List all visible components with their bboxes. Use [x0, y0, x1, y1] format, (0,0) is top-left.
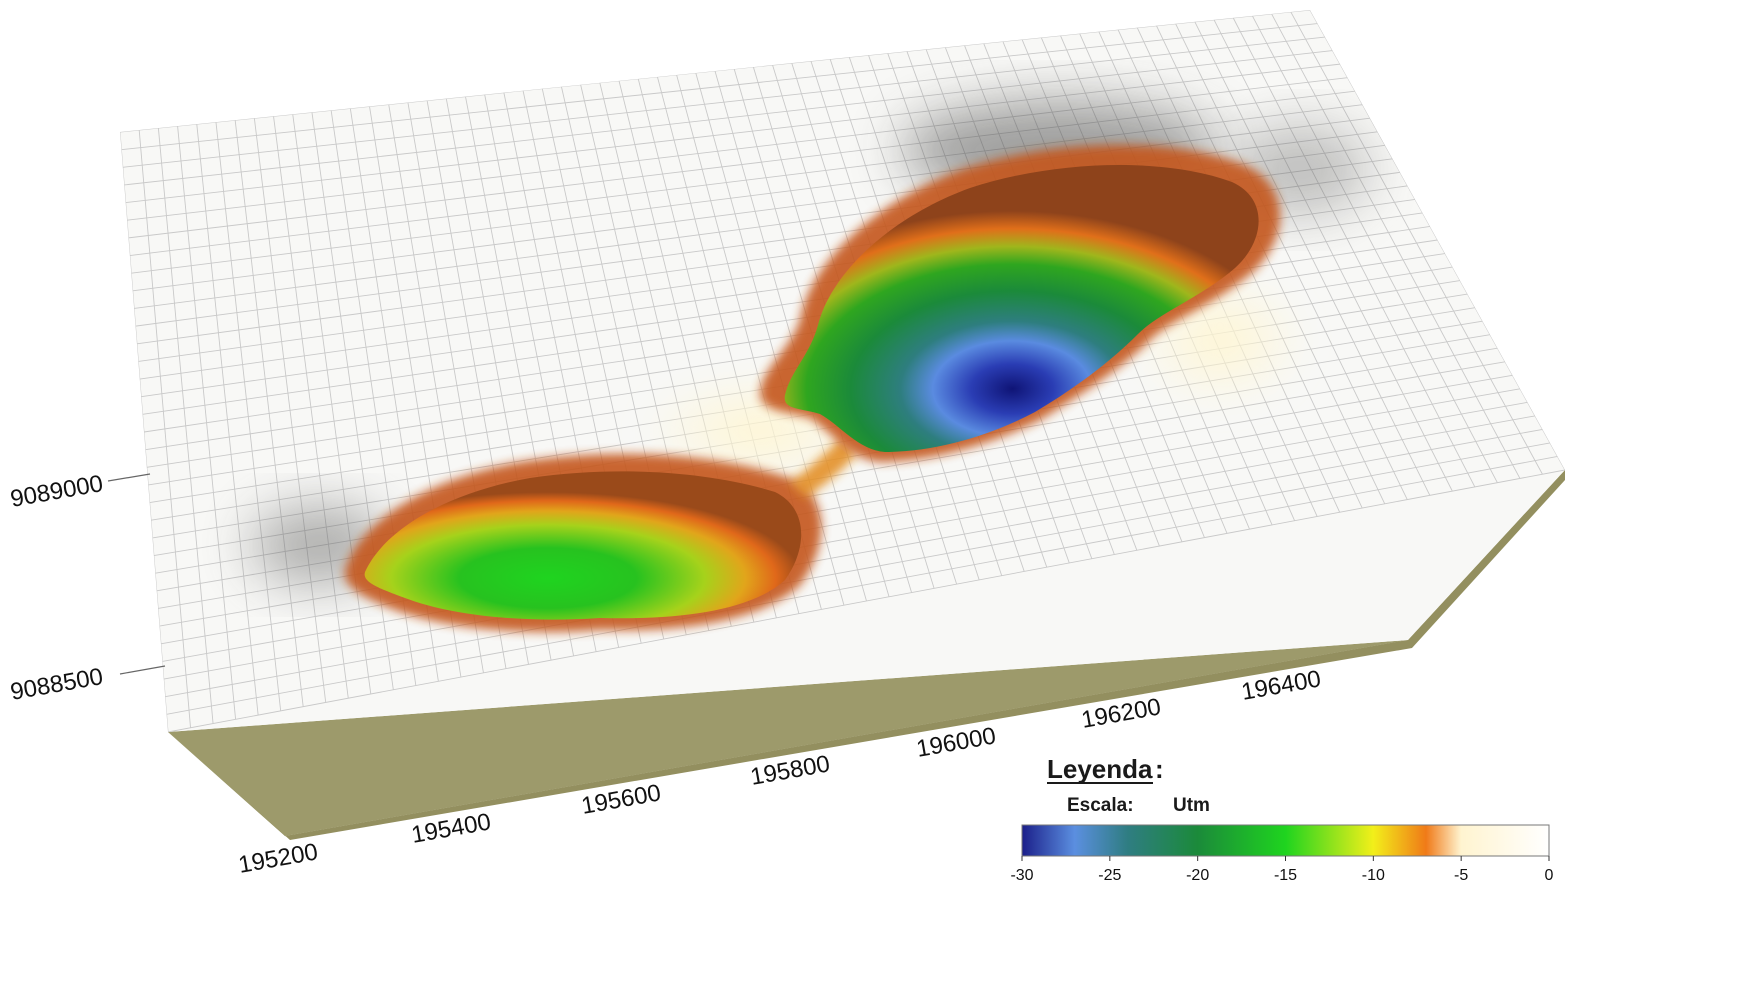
y-axis: 9088500 9089000 — [8, 470, 166, 706]
colorbar-tick-label: -25 — [1098, 867, 1121, 884]
mesh-line — [165, 442, 1551, 698]
mesh-line — [167, 469, 1565, 732]
legend: Leyenda : Escala: Utm -30 -25 -20 -15 -10 -5 0 — [1010, 754, 1553, 884]
west-pit — [364, 471, 802, 620]
colorbar-ticks: -30 -25 -20 -15 -10 -5 0 — [1010, 856, 1554, 884]
y-tick-label: 9088500 — [8, 663, 105, 706]
mesh-line — [127, 77, 1348, 221]
east-pit — [784, 164, 1259, 453]
legend-title-suffix: : — [1155, 754, 1164, 784]
legend-scale-label: Escala: — [1067, 795, 1134, 816]
surface-top — [120, 10, 1565, 732]
mesh-line — [122, 36, 1326, 168]
y-tick-mark — [119, 665, 166, 675]
saddle — [790, 438, 856, 498]
block-front-face — [168, 640, 1408, 836]
mesh-line — [163, 428, 1543, 680]
mesh-line — [124, 50, 1333, 186]
y-tick-label: 9089000 — [8, 470, 105, 513]
colorbar-tick-label: 0 — [1545, 867, 1554, 884]
mesh-line — [166, 456, 1558, 715]
mesh-line — [125, 63, 1341, 204]
mesh-line — [162, 415, 1536, 662]
colorbar-tick-label: -15 — [1274, 867, 1297, 884]
legend-units: Utm — [1173, 795, 1210, 816]
colorbar — [1021, 824, 1550, 857]
y-tick-mark — [107, 473, 151, 482]
colorbar-tick-label: -20 — [1186, 867, 1209, 884]
block — [168, 470, 1565, 840]
mesh-line — [121, 23, 1318, 151]
colorbar-tick-label: -10 — [1362, 867, 1385, 884]
legend-title: Leyenda — [1047, 754, 1153, 784]
colorbar-tick-label: -30 — [1010, 867, 1033, 884]
x-tick-label: 195200 — [236, 838, 320, 878]
colorbar-tick-label: -5 — [1454, 867, 1468, 884]
